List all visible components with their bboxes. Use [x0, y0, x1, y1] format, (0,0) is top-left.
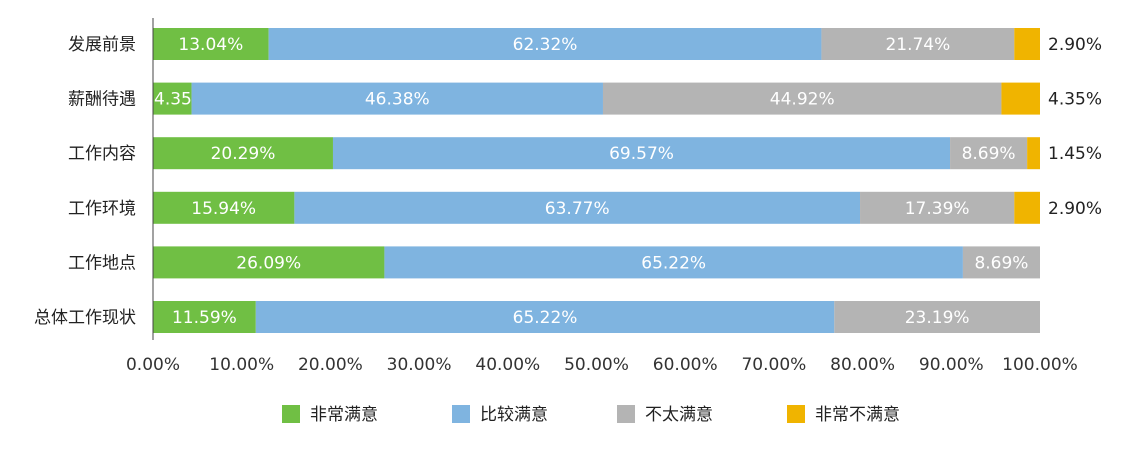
bar-segment	[153, 137, 333, 170]
data-label: 13.04%	[178, 35, 243, 55]
data-label: 65.22%	[513, 308, 578, 328]
x-tick-label: 20.00%	[298, 355, 363, 375]
bar-segment	[332, 137, 951, 170]
bar-segment	[1027, 137, 1040, 170]
data-label: 11.59%	[172, 308, 237, 328]
data-label: 20.29%	[211, 144, 276, 164]
data-label: 21.74%	[885, 35, 950, 55]
category-label: 薪酬待遇	[68, 90, 136, 110]
data-label: 4.35%	[1048, 90, 1102, 110]
x-tick-label: 100.00%	[1002, 355, 1078, 375]
bar-segment	[153, 82, 192, 115]
data-label: 15.94%	[191, 199, 256, 219]
bar-segment	[384, 246, 963, 279]
data-label: 46.38%	[365, 90, 430, 110]
x-tick-label: 80.00%	[830, 355, 895, 375]
bar-segment	[860, 191, 1015, 224]
bar-segment	[950, 137, 1028, 170]
x-tick-label: 0.00%	[126, 355, 180, 375]
x-tick-label: 50.00%	[564, 355, 629, 375]
bar-segment	[821, 28, 1015, 60]
bar-segment	[268, 28, 822, 60]
bar-segment	[962, 246, 1040, 279]
data-label: 17.39%	[905, 199, 970, 219]
bars-layer: 13.04% 62.32% 21.74% 2.90% 4.35% 46.38% 44.92%…	[153, 28, 1102, 333]
data-label: 2.90%	[1048, 35, 1102, 55]
legend-swatch	[617, 405, 635, 423]
bar-segment	[1014, 191, 1040, 224]
bar-segment	[191, 82, 603, 115]
data-label: 8.69%	[962, 144, 1016, 164]
x-tick-label: 40.00%	[475, 355, 540, 375]
legend-label: 非常不满意	[815, 405, 900, 425]
legend-swatch	[452, 405, 470, 423]
data-label: 63.77%	[545, 199, 610, 219]
bar-segment	[255, 301, 835, 333]
data-label: 26.09%	[236, 253, 301, 273]
data-label: 65.22%	[641, 253, 706, 273]
bar-segment	[153, 246, 385, 279]
legend-swatch	[282, 405, 300, 423]
bar-segment	[602, 82, 1002, 115]
bar-segment	[153, 191, 295, 224]
legend-label: 比较满意	[480, 405, 548, 425]
x-tick-label: 30.00%	[387, 355, 452, 375]
legend: 非常满意 比较满意 不太满意 非常不满意	[282, 405, 900, 425]
legend-label: 不太满意	[645, 405, 713, 425]
x-tick-label: 10.00%	[209, 355, 274, 375]
bar-segment	[1014, 28, 1040, 60]
x-tick-label: 90.00%	[919, 355, 984, 375]
category-label: 总体工作现状	[34, 308, 136, 328]
data-label: 1.45%	[1048, 144, 1102, 164]
category-label: 发展前景	[68, 35, 136, 55]
legend-swatch	[787, 405, 805, 423]
bar-segment	[153, 28, 269, 60]
x-tick-label: 60.00%	[653, 355, 718, 375]
data-label: 44.92%	[770, 90, 835, 110]
legend-label: 非常满意	[310, 405, 378, 425]
bar-segment	[834, 301, 1040, 333]
bar-segment	[294, 191, 861, 224]
category-label: 工作内容	[68, 144, 136, 164]
x-axis-tick-labels: 0.00% 10.00% 20.00% 30.00% 40.00% 50.00% 60.00…	[126, 355, 1078, 375]
data-label: 2.90%	[1048, 199, 1102, 219]
data-label: 69.57%	[609, 144, 674, 164]
data-label: 8.69%	[974, 253, 1028, 273]
category-label: 工作地点	[68, 253, 136, 273]
x-tick-label: 70.00%	[741, 355, 806, 375]
bar-segment	[153, 301, 256, 333]
data-label: 62.32%	[513, 35, 578, 55]
bar-segment	[1001, 82, 1040, 115]
category-label: 工作环境	[68, 199, 136, 219]
data-label: 23.19%	[905, 308, 970, 328]
